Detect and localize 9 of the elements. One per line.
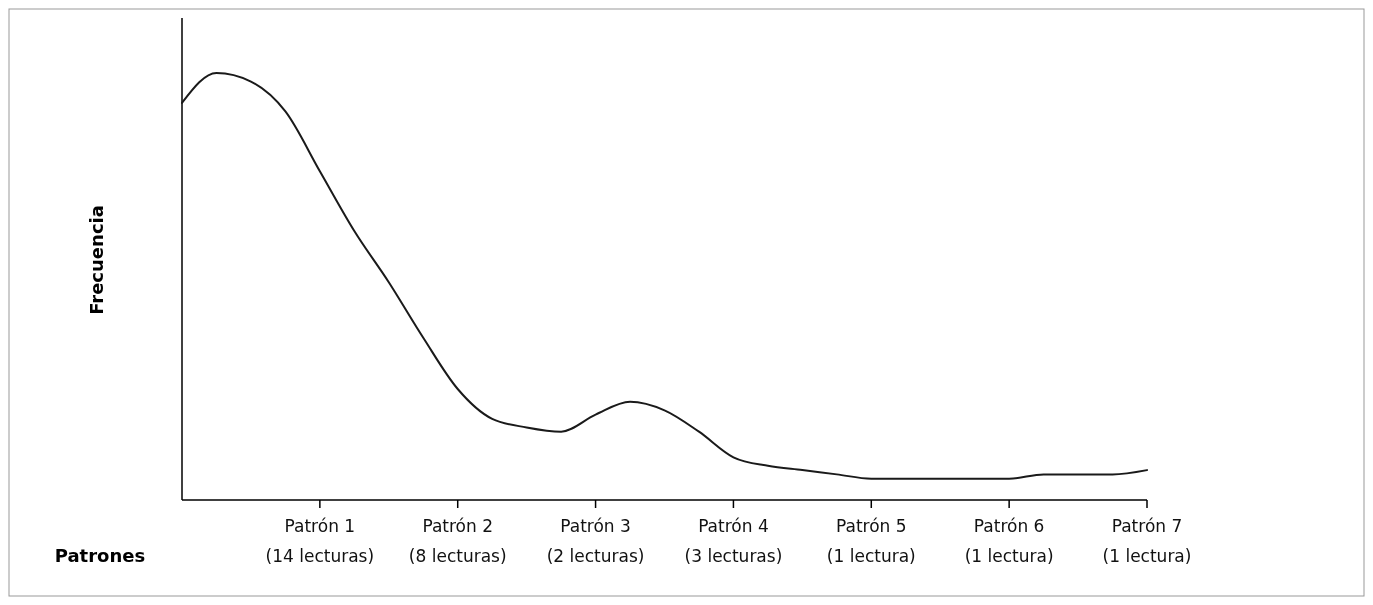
x-axis-title: Patrones: [54, 545, 146, 566]
x-tick-label: Patrón 1 (14 lecturas): [265, 516, 375, 566]
y-axis-title: Frecuencia: [86, 205, 107, 315]
x-tick-label: Patrón 7 (1 lectura): [1102, 516, 1192, 566]
x-tick-label: Patrón 5 (1 lectura): [826, 516, 916, 566]
x-tick-label: Patrón 4 (3 lecturas): [684, 516, 783, 566]
x-tick-label: Patrón 2 (8 lecturas): [408, 516, 507, 566]
x-tick-label: Patrón 3 (2 lecturas): [546, 516, 645, 566]
x-tick-label: Patrón 6 (1 lectura): [964, 516, 1054, 566]
